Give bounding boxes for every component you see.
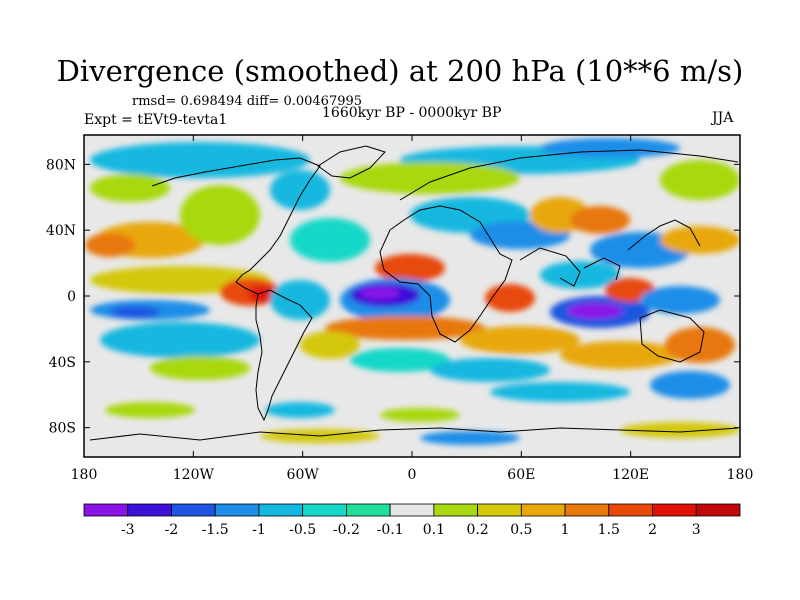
experiment-label: Expt = tEVt9-tevta1 — [84, 112, 228, 128]
colorbar-label: 0.1 — [423, 522, 445, 538]
y-tick-label: 40S — [49, 355, 76, 371]
y-tick-label: 40N — [46, 223, 76, 239]
colorbar-swatch — [345, 503, 391, 517]
y-tick-label: 0 — [67, 289, 76, 305]
x-tick-label: 0 — [408, 467, 417, 483]
colorbar-swatch — [258, 503, 304, 517]
axis-ticks: 180 120W 60W 0 60E 120E 180 80N 40N 0 40S 80S — [46, 135, 753, 483]
colorbar-label: -3 — [121, 522, 135, 538]
colorbar-swatch — [127, 503, 172, 517]
colorbar-swatch — [608, 503, 653, 517]
colorbar-swatch — [171, 503, 216, 517]
colorbar-label: -0.5 — [289, 522, 316, 538]
stats-text: rmsd= 0.698494 diff= 0.00467995 — [132, 94, 363, 109]
colorbar-swatch — [695, 503, 741, 517]
period-label: 1660kyr BP - 0000kyr BP — [322, 105, 502, 121]
x-tick-label: 120E — [612, 467, 649, 483]
colorbar: -3 -2 -1.5 -1 -0.5 -0.2 -0.1 0.1 0.2 0.5 1 1.5 2 3 — [83, 503, 741, 538]
x-tick-label: 60W — [287, 467, 320, 483]
colorbar-label: -0.2 — [333, 522, 360, 538]
colorbar-label: -1 — [252, 522, 266, 538]
colorbar-label: 1 — [561, 522, 570, 538]
colorbar-swatch — [433, 503, 479, 517]
colorbar-label: 2 — [648, 522, 657, 538]
coastlines — [89, 145, 739, 441]
colorbar-label: 0.2 — [466, 522, 488, 538]
y-tick-label: 80N — [46, 157, 76, 173]
x-tick-label: 60E — [507, 467, 535, 483]
colorbar-label: 3 — [692, 522, 701, 538]
colorbar-label: -0.1 — [377, 522, 404, 538]
colorbar-swatch — [83, 503, 129, 517]
colorbar-swatch — [302, 503, 347, 517]
colorbar-label: 0.5 — [510, 522, 532, 538]
colorbar-swatch — [520, 503, 566, 517]
colorbar-label: -2 — [165, 522, 179, 538]
x-tick-label: 120W — [173, 467, 215, 483]
map-title: Divergence (smoothed) at 200 hPa (10**6 … — [56, 54, 744, 88]
colorbar-swatch — [564, 503, 610, 517]
y-tick-label: 80S — [49, 421, 76, 437]
x-tick-label: 180 — [727, 467, 754, 483]
season-label: JJA — [712, 110, 734, 126]
colorbar-swatch — [389, 503, 435, 517]
colorbar-label: -1.5 — [202, 522, 229, 538]
divergence-field — [84, 135, 740, 457]
x-tick-label: 180 — [71, 467, 98, 483]
colorbar-label: 1.5 — [598, 522, 620, 538]
colorbar-swatch — [652, 503, 697, 517]
colorbar-swatch — [477, 503, 522, 517]
colorbar-swatch — [214, 503, 260, 517]
